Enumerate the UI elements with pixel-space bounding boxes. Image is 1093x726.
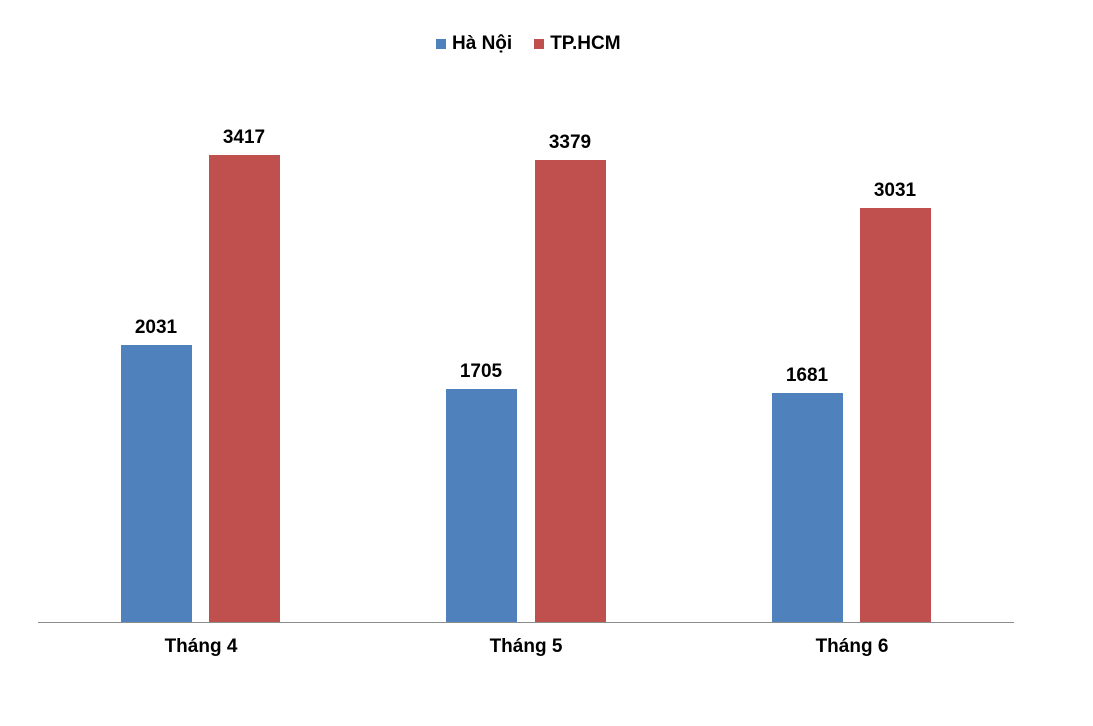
data-label: 3417 xyxy=(222,127,266,148)
legend-label-tphcm: TP.HCM xyxy=(550,33,621,54)
data-label: 1681 xyxy=(785,365,829,386)
bar-ha-noi xyxy=(446,389,517,623)
data-label: 2031 xyxy=(134,317,178,338)
legend-swatch-tphcm xyxy=(534,39,545,49)
bar-tphcm xyxy=(860,208,931,623)
bar-tphcm xyxy=(209,155,280,623)
legend-label-ha-noi: Hà Nội xyxy=(452,33,513,54)
legend-item-ha-noi: Hà Nội xyxy=(436,33,512,55)
data-label: 1705 xyxy=(459,361,503,382)
x-axis-line xyxy=(38,622,1014,623)
legend-swatch-ha-noi xyxy=(436,39,446,49)
legend-item-tphcm: TP.HCM xyxy=(534,33,621,55)
x-tick-label: Tháng 5 xyxy=(489,636,563,657)
x-tick-label: Tháng 6 xyxy=(815,636,889,657)
chart-legend: Hà Nội TP.HCM xyxy=(436,33,621,55)
data-label: 3031 xyxy=(873,180,917,201)
bar-tphcm xyxy=(535,160,606,623)
bar-ha-noi xyxy=(121,345,192,623)
x-tick-label: Tháng 4 xyxy=(164,636,238,657)
bar-ha-noi xyxy=(772,393,843,623)
data-label: 3379 xyxy=(548,132,592,153)
